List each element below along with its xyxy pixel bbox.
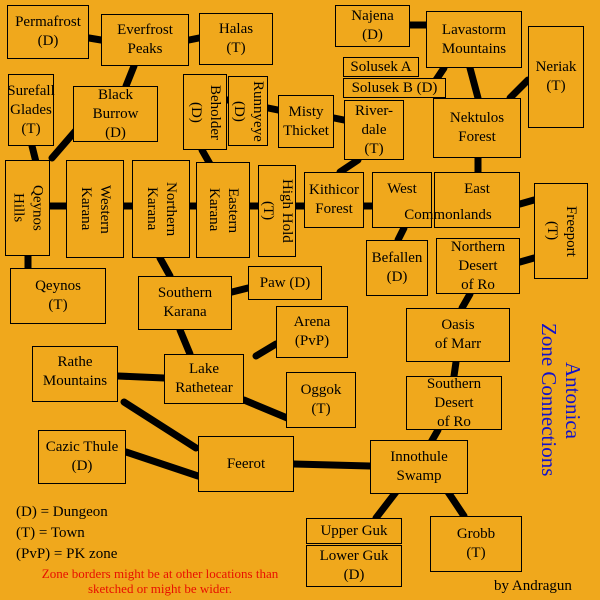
link-arena-lakerathetear <box>252 340 280 360</box>
zone-qeynos-hills: Qeynos Hills <box>5 160 50 256</box>
zone-neriak: Neriak (T) <box>528 26 584 128</box>
zone-qeynos: Qeynos (T) <box>10 268 106 324</box>
link-rathemountains-feerot <box>120 398 200 452</box>
zone-arena: Arena (PvP) <box>276 306 348 358</box>
link-riverdale-kithicor <box>336 156 362 176</box>
author-credit: by Andragun <box>494 578 572 594</box>
zone-eastern-karana: Eastern Karana <box>196 162 250 258</box>
zone-permafrost: Permafrost (D) <box>7 5 89 59</box>
zone-freeport: Freeport (T) <box>534 183 588 279</box>
link-permafrost-everfrost <box>85 34 105 44</box>
zone-upper-guk: Upper Guk <box>306 518 402 544</box>
zone-riverdale: River- dale (T) <box>344 100 404 160</box>
link-southernkarana-paw <box>228 284 252 296</box>
link-freeport-northernro <box>516 254 538 266</box>
link-everfrost-halas <box>185 34 203 44</box>
link-misty-riverdale <box>330 114 348 124</box>
zone-western-karana: Western Karana <box>66 160 124 258</box>
map-title-line1: Antonica <box>561 361 585 439</box>
link-oasis-southernro <box>450 358 460 380</box>
zone-northern-karana: Northern Karana <box>132 160 190 258</box>
zone-oggok: Oggok (T) <box>286 372 356 428</box>
zone-kithicor-forest: Kithicor Forest <box>304 172 364 228</box>
zone-solusek-a: Solusek A <box>343 57 419 77</box>
zone-lower-guk: Lower Guk (D) <box>306 545 402 587</box>
zone-lavastorm-mountains: Lavastorm Mountains <box>426 11 522 68</box>
commonlands-label: Commonlands <box>404 207 492 223</box>
zone-high-hold: High Hold (T) <box>258 165 296 257</box>
zone-misty-thicket: Misty Thicket <box>278 95 334 148</box>
zone-beholder: Beholder (D) <box>183 74 227 150</box>
zone-feerot: Feerot <box>198 436 294 492</box>
zone-southern-karana: Southern Karana <box>138 276 232 330</box>
legend-town: (T) = Town <box>16 525 85 541</box>
zone-surefall-glades: Surefall Glades (T) <box>7 74 55 146</box>
link-neriak-nektulos <box>506 76 532 102</box>
zone-runnyeye: Runnyeye (D) <box>228 76 268 146</box>
legend-pvp: (PvP) = PK zone <box>16 546 118 562</box>
link-commonlands-befallen <box>394 224 408 244</box>
legend-dungeon: (D) = Dungeon <box>16 504 108 520</box>
link-surefall-qeynoshills <box>28 142 40 166</box>
zone-everfrost-peaks: Everfrost Peaks <box>101 14 189 66</box>
link-southernkarana-lakerathetear <box>176 326 194 358</box>
link-rathemountains-lakerathetear <box>114 372 168 382</box>
zone-northern-desert-of-ro: Northern Desert of Ro <box>436 238 520 294</box>
zone-east-commonlands: East <box>434 172 520 228</box>
zone-solusek-b: Solusek B (D) <box>343 78 446 98</box>
link-everfrost-blackburrow <box>122 62 138 90</box>
link-northernro-oasis <box>458 290 474 312</box>
link-lakerathetear-oggok <box>240 396 296 424</box>
link-cazicthule-feerot <box>122 448 202 480</box>
zone-grobb: Grobb (T) <box>430 516 522 572</box>
zone-southern-desert-of-ro: Southern Desert of Ro <box>406 376 502 430</box>
map-title-line2: Zone Connections <box>537 323 561 477</box>
link-beholder-easternkarana <box>198 146 214 168</box>
zone-west-commonlands: West <box>372 172 432 228</box>
zone-oasis-of-marr: Oasis of Marr <box>406 308 510 362</box>
borders-note: Zone borders might be at other locations… <box>41 566 279 596</box>
zone-befallen: Befallen (D) <box>366 240 428 296</box>
map-title: Antonica Zone Connections <box>535 300 585 500</box>
link-runnyeye-misty <box>264 104 282 114</box>
zone-black-burrow: Black Burrow (D) <box>73 86 158 142</box>
link-commonlands-freeport <box>516 196 538 208</box>
zone-rathe-mountains: Rathe Mountains <box>32 346 118 402</box>
zone-paw: Paw (D) <box>248 266 322 300</box>
zone-nektulos-forest: Nektulos Forest <box>433 98 521 158</box>
zone-cazic-thule: Cazic Thule (D) <box>38 430 126 484</box>
link-feerot-innothule <box>290 460 374 470</box>
connection-lines <box>24 21 538 522</box>
zone-najena: Najena (D) <box>335 5 410 47</box>
zone-lake-rathetear: Lake Rathetear <box>164 354 244 404</box>
link-lavastorm-nektulos <box>466 64 482 102</box>
zone-halas: Halas (T) <box>199 13 273 65</box>
zone-innothule-swamp: Innothule Swamp <box>370 440 468 494</box>
link-innothule-upperguk <box>372 488 400 522</box>
link-northernkarana-southernkarana <box>156 254 174 280</box>
